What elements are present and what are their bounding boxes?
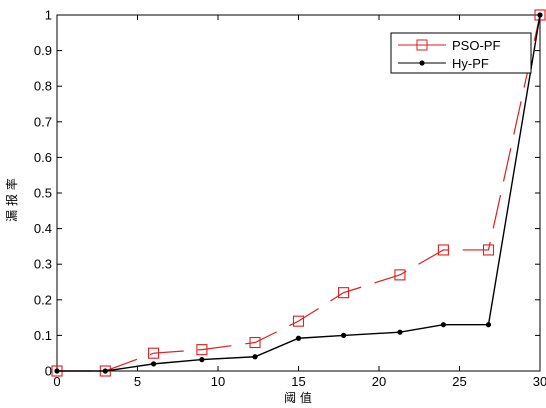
legend-label-pso-pf: PSO-PF: [452, 38, 500, 53]
x-tick-label: 15: [291, 374, 305, 389]
y-tick-label: 0.3: [34, 257, 52, 272]
data-point-hy-pf: [199, 357, 205, 363]
x-tick-label: 0: [53, 374, 60, 389]
data-point-hy-pf: [397, 329, 403, 335]
data-point-pso-pf: [482, 244, 495, 256]
legend-label-hy-pf: Hy-PF: [452, 56, 489, 71]
data-point-pso-pf: [148, 347, 160, 359]
legend-marker-pso-pf: [416, 39, 428, 51]
y-tick-label: 0.4: [34, 221, 52, 236]
data-point-hy-pf: [102, 368, 108, 374]
legend-box: [390, 32, 532, 74]
data-point-pso-pf: [338, 287, 350, 299]
y-tick-label: 0.1: [34, 328, 52, 343]
x-tick-label: 10: [211, 374, 225, 389]
data-point-pso-pf: [534, 9, 546, 21]
data-point-hy-pf: [252, 354, 258, 360]
y-tick-label: 0.5: [34, 186, 52, 201]
series-line-pso-pf: [57, 14, 541, 372]
plot-area: [56, 14, 541, 372]
x-tick-label: 30: [533, 374, 546, 389]
x-axis-title: 阈 值: [284, 390, 312, 405]
x-tick-label: 25: [452, 374, 466, 389]
series-layer: [51, 9, 546, 377]
y-tick-label: 0.8: [34, 79, 52, 94]
data-point-pso-pf: [196, 344, 208, 356]
data-point-hy-pf: [295, 335, 302, 341]
data-point-pso-pf: [437, 244, 449, 256]
axis-ticks: 0 5 10 15 20 25 30 0 0.1 0.2 0.3 0.4 0.5 0.6 0.7 0.8 0.9…: [34, 8, 546, 390]
legend: PSO-PF Hy-PF: [390, 32, 532, 74]
data-point-pso-pf: [249, 336, 261, 349]
y-tick-label: 0.9: [34, 43, 52, 58]
x-tick-label: 20: [372, 374, 386, 389]
data-point-hy-pf: [151, 361, 157, 367]
y-tick-label: 0.7: [34, 114, 52, 129]
data-point-hy-pf: [440, 322, 446, 328]
x-tick-label: 5: [134, 374, 141, 389]
y-tick-label: 0: [45, 364, 52, 379]
data-point-hy-pf: [537, 12, 543, 18]
y-tick-label: 0.2: [34, 292, 52, 307]
data-point-hy-pf: [485, 322, 492, 328]
y-tick-label: 1: [45, 8, 52, 23]
data-point-pso-pf: [394, 269, 406, 281]
y-axis-title: 漏 报 率: [4, 178, 19, 222]
y-tick-label: 0.6: [34, 150, 52, 165]
data-point-pso-pf: [292, 315, 305, 327]
data-point-hy-pf: [340, 332, 347, 338]
data-point-hy-pf: [54, 368, 60, 374]
legend-marker-hy-pf: [419, 60, 425, 66]
